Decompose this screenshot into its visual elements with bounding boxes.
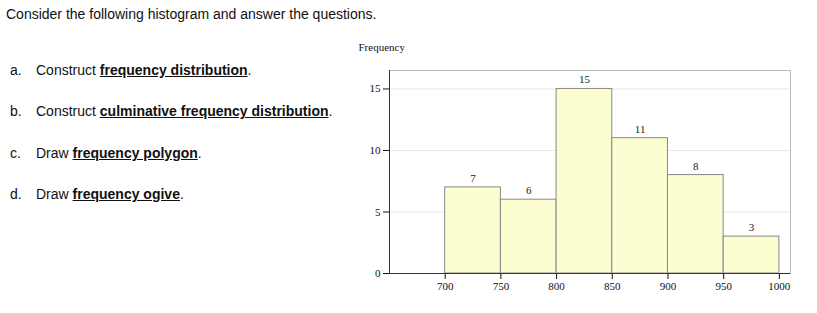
html-text:Consider the following histogr: Consider the following histogram and ans… — [6, 6, 377, 22]
svg-text:0: 0 — [375, 267, 381, 279]
svg-text:7: 7 — [470, 172, 476, 184]
html-text:a.: a. — [10, 62, 22, 78]
svg-text:900: 900 — [660, 280, 677, 292]
svg-text:850: 850 — [604, 280, 621, 292]
svg-text:Frequency: Frequency — [359, 41, 406, 53]
svg-text:8: 8 — [693, 160, 699, 172]
html-text:c.: c. — [10, 145, 21, 161]
svg-text:15: 15 — [370, 82, 382, 94]
svg-text:3: 3 — [749, 221, 755, 233]
html-text:Construct frequency distributi: Construct frequency distribution. — [36, 62, 252, 78]
html-text:Draw frequency polygon.: Draw frequency polygon. — [36, 145, 202, 161]
html-text:Draw frequency ogive.: Draw frequency ogive. — [36, 186, 184, 202]
html-text:d.: d. — [10, 186, 22, 202]
svg-text:1000: 1000 — [768, 280, 791, 292]
svg-text:700: 700 — [437, 280, 454, 292]
svg-text:5: 5 — [375, 206, 381, 218]
svg-text:750: 750 — [493, 280, 510, 292]
svg-text:6: 6 — [526, 184, 532, 196]
svg-text:800: 800 — [548, 280, 565, 292]
svg-text:15: 15 — [579, 73, 591, 85]
svg-text:10: 10 — [370, 144, 382, 156]
svg-text:11: 11 — [635, 123, 646, 135]
svg-text:950: 950 — [715, 280, 732, 292]
html-text:b.: b. — [10, 103, 22, 119]
html-text:Construct culminative frequenc: Construct culminative frequency distribu… — [36, 103, 333, 119]
